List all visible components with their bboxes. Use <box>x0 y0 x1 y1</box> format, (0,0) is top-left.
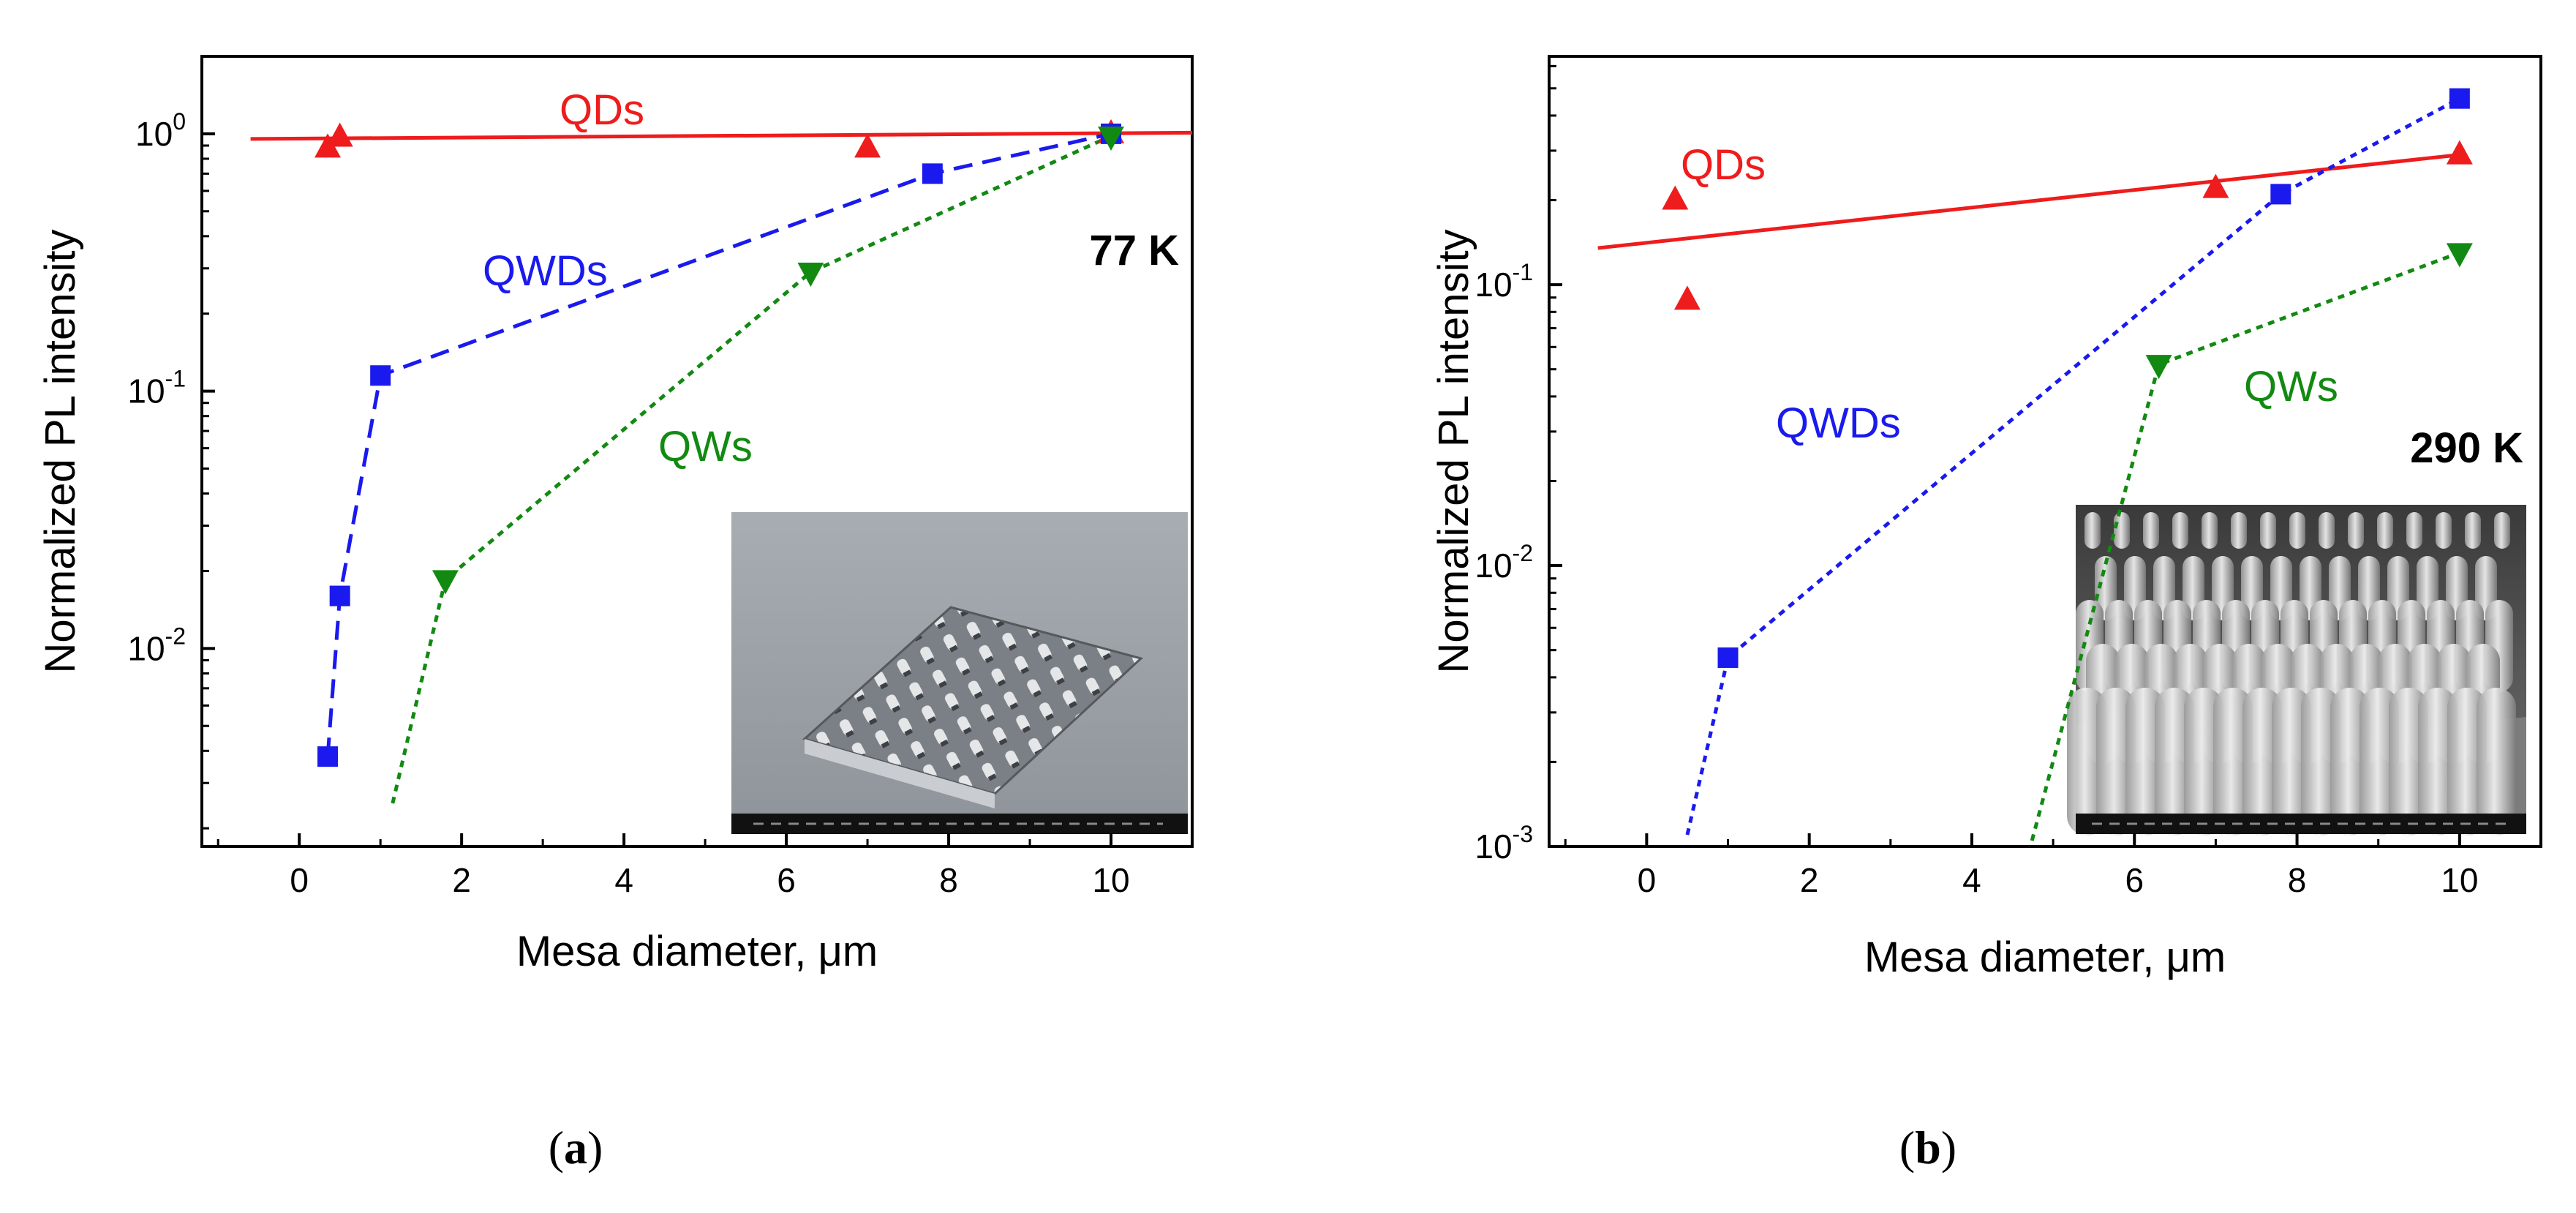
panel-b: 0 2 4 6 8 10 10-3 10-2 10-1 QDs QWDs QWs 290 K M… <box>1430 55 2542 1173</box>
x-tick-label: 2 <box>452 861 471 899</box>
qds-fit-line-b <box>1597 153 2460 250</box>
y-tick-label: 10-2 <box>127 623 186 667</box>
y-tick-label: 10-1 <box>1475 259 1533 304</box>
y-axis-title-a: Normalized PL intensity <box>37 229 84 673</box>
sem-inset-b <box>2067 505 2526 835</box>
qwds-data-point <box>1717 647 1739 668</box>
x-tick-label: 8 <box>939 861 958 899</box>
qds-data-point <box>854 133 881 158</box>
qds-data-point <box>2202 173 2229 198</box>
series-label-qws-a: QWs <box>658 423 753 470</box>
series-label-qws-b: QWs <box>2244 363 2338 410</box>
sem-inset-a <box>731 512 1188 834</box>
series-label-qds-a: QDs <box>560 86 644 134</box>
x-tick-label: 6 <box>2125 861 2144 899</box>
qws-line-a <box>391 134 1112 804</box>
qds-data-point <box>1673 285 1701 310</box>
qws-data-point <box>2145 355 2172 380</box>
qds-data-point <box>1662 185 1689 210</box>
panel-label-b: (b) <box>1899 1122 1957 1173</box>
qwds-data-point <box>2270 184 2291 205</box>
x-tick-label: 0 <box>290 861 309 899</box>
y-tick-label: 10-2 <box>1475 540 1533 585</box>
qds-data-point <box>326 122 353 147</box>
axes-ticks-a: 0 2 4 6 8 10 10-2 10-1 100 <box>127 55 1130 899</box>
qwds-data-point <box>317 746 339 767</box>
qds-fit-line-a <box>250 130 1192 141</box>
series-label-qds-b: QDs <box>1681 141 1766 189</box>
qwds-data-point <box>922 163 943 184</box>
y-tick-label: 10-1 <box>127 366 186 410</box>
qws-data-point <box>432 570 459 595</box>
qwds-line-b <box>1685 97 2461 835</box>
qws-data-point <box>2446 243 2473 268</box>
series-label-qwds-a: QWDs <box>483 247 608 295</box>
x-axis-title-b: Mesa diameter, μm <box>1864 934 2226 981</box>
x-tick-label: 8 <box>2288 861 2307 899</box>
qwds-data-point <box>370 365 391 386</box>
plot-frame-b <box>1548 55 2542 848</box>
qws-data-point <box>797 262 824 287</box>
panel-a: 0 2 4 6 8 10 10-2 10-1 100 QDs QWDs QWs 77 K Mes… <box>37 55 1194 1173</box>
plot-frame-a <box>200 55 1194 848</box>
x-tick-label: 10 <box>2441 861 2478 899</box>
x-tick-label: 10 <box>1092 861 1129 899</box>
y-axis-title-b: Normalized PL intensity <box>1430 229 1477 673</box>
panel-label-a: (a) <box>549 1122 603 1173</box>
qws-data-point <box>1098 126 1125 151</box>
x-tick-label: 4 <box>614 861 633 899</box>
axes-ticks-b: 0 2 4 6 8 10 10-3 10-2 10-1 <box>1475 64 2478 899</box>
x-tick-label: 4 <box>1962 861 1981 899</box>
qds-data-point <box>2446 140 2473 165</box>
y-tick-label: 10-3 <box>1475 821 1533 865</box>
x-tick-label: 6 <box>777 861 796 899</box>
qwds-data-point <box>2449 88 2470 109</box>
y-tick-label: 100 <box>135 108 186 153</box>
temperature-label-b: 290 K <box>2410 424 2523 472</box>
series-label-qwds-b: QWDs <box>1776 399 1901 447</box>
x-tick-label: 2 <box>1800 861 1819 899</box>
markers-b <box>1662 88 2473 668</box>
temperature-label-a: 77 K <box>1089 227 1179 274</box>
x-tick-label: 0 <box>1638 861 1657 899</box>
x-axis-title-a: Mesa diameter, μm <box>516 928 878 975</box>
qwds-data-point <box>329 585 350 606</box>
markers-a <box>315 119 1125 767</box>
